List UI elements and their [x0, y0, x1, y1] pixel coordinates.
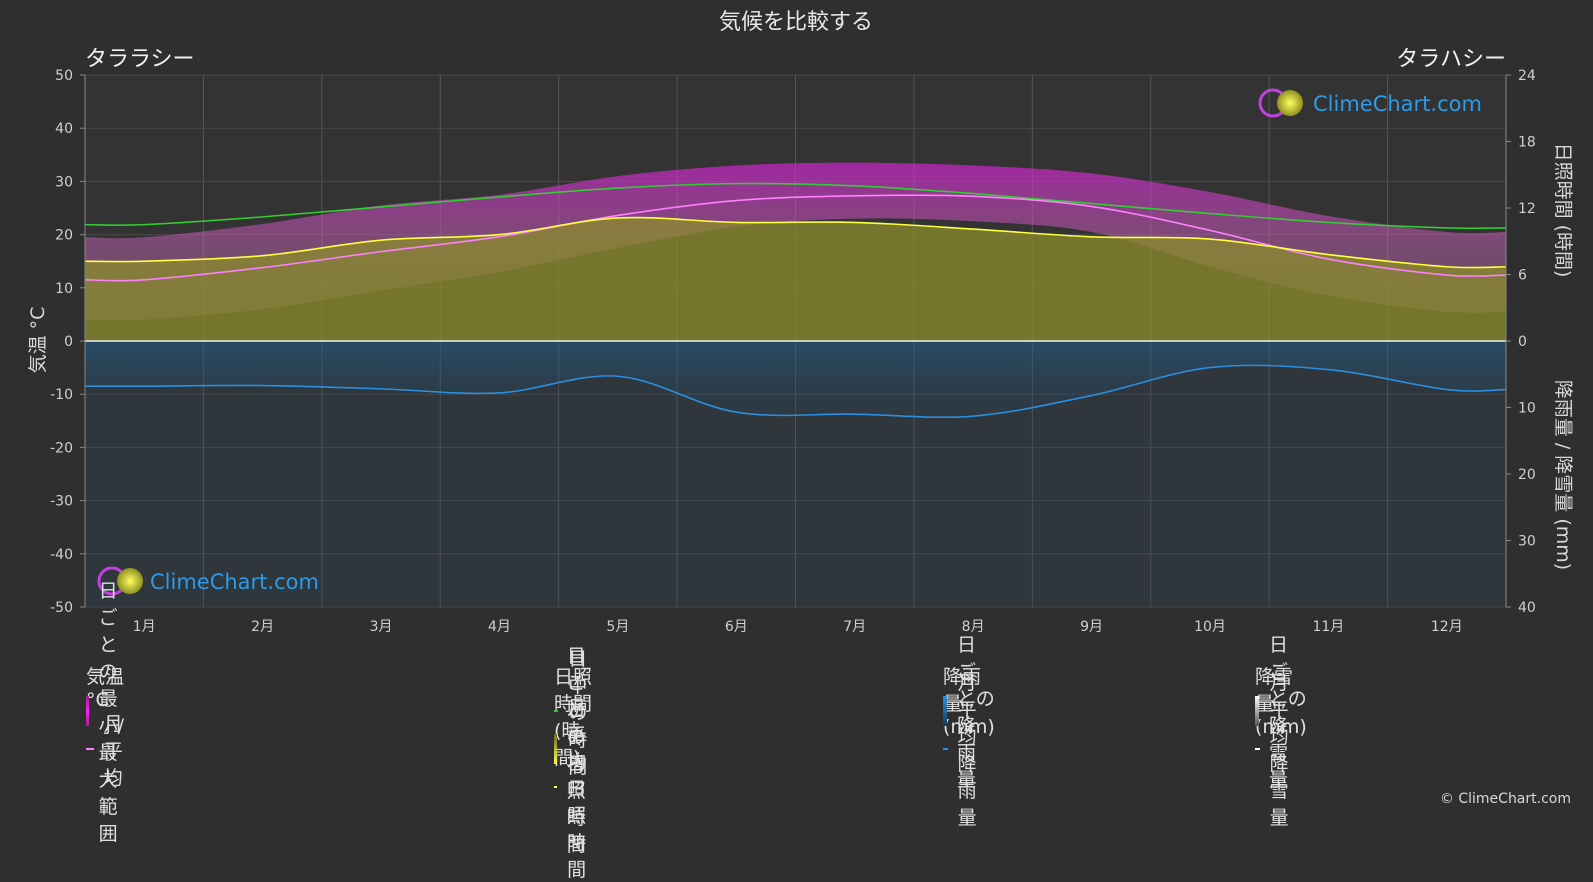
sunshine-avg-swatch-icon [554, 786, 558, 788]
temp-range-swatch-icon [86, 696, 89, 726]
legend-title: 気温 °C [86, 666, 125, 711]
month-tick-label: 12月 [1431, 619, 1463, 635]
sunshine-daily-area [85, 217, 1506, 341]
legend-group-rain: 降雨量 (mm) 日ごとの降雨量 月平均降雨量 [943, 634, 995, 829]
right-bottom-tick-label: 10 [1518, 401, 1536, 417]
legend-item-rain-avg: 月平均降雨量 [943, 672, 995, 829]
rain-swatch-icon [943, 696, 947, 726]
daylight-line [84, 182, 1507, 230]
month-tick-label: 3月 [370, 619, 393, 635]
month-tick-label: 4月 [488, 619, 511, 635]
month-tick-label: 5月 [606, 619, 629, 635]
legend-group-snow: 降雪量 (mm) 日ごとの降雪量 月平均降雪量 [1255, 634, 1307, 829]
logo-sun-icon [117, 568, 143, 594]
right-top-tick-label: 24 [1518, 68, 1536, 84]
chart-title: 気候を比較する [719, 10, 873, 35]
right-top-axis-label: 日照時間 (時間) [1552, 143, 1574, 278]
snow-avg-swatch-icon [1255, 748, 1260, 750]
left-tick-label: -20 [50, 440, 73, 456]
right-top-tick-label: 6 [1518, 268, 1527, 284]
axes: 50 40 30 20 10 0 -10 -20 -30 -40 -50 24 18 12 6 0 10 20 30… [50, 68, 1536, 635]
rain-daily-area [85, 341, 1506, 418]
right-bottom-tick-label: 30 [1518, 534, 1536, 550]
legend-label: 月平均降雪量 [1269, 672, 1289, 829]
left-axis-label: 気温 °C [27, 307, 49, 374]
location-right: タラハシー [1396, 47, 1506, 72]
legend-item-temp-avg: 月平均 [86, 713, 135, 789]
logo-bottom[interactable]: ClimeChart.com [97, 566, 319, 596]
logo-text: ClimeChart.com [150, 570, 319, 594]
left-tick-label: 40 [55, 121, 73, 137]
daylight-swatch-icon [554, 710, 559, 712]
legend-group-temperature: 気温 °C 日ごとの最小/最大範囲 月平均 [86, 580, 135, 845]
temp-avg-line [84, 194, 1507, 282]
snow-swatch-icon [1255, 696, 1259, 726]
left-tick-label: 0 [64, 334, 73, 350]
rain-avg-line [84, 364, 1507, 419]
month-tick-label: 10月 [1194, 619, 1226, 635]
legend-label: 日中の時間 [568, 647, 588, 778]
month-tick-label: 6月 [725, 619, 748, 635]
right-top-tick-label: 12 [1518, 201, 1536, 217]
sunshine-avg-line [84, 216, 1507, 269]
legend-item-daylight: 日中の時間 [554, 648, 597, 778]
left-tick-label: -40 [50, 547, 73, 563]
legend-label: 月平均 [103, 712, 123, 789]
temp-avg-swatch-icon [86, 748, 94, 750]
sunshine-swatch-icon [554, 734, 557, 764]
month-tick-label: 1月 [133, 619, 156, 635]
month-tick-label: 2月 [251, 619, 274, 635]
legend-label: 月平均日照時間 [567, 696, 587, 881]
legend-label: 月平均降雨量 [957, 672, 977, 829]
left-tick-label: 30 [55, 174, 73, 190]
right-top-tick-label: 18 [1518, 135, 1536, 151]
legend-title: 降雨量 (mm) [943, 666, 995, 738]
month-tick-label: 7月 [843, 619, 866, 635]
climate-chart: 気候を比較する タララシー タラハシー 50 40 30 20 10 0 -10 -20 -30… [27, 10, 1574, 635]
logo-text: ClimeChart.com [1313, 92, 1482, 116]
legend-title: 日照時間 (時間) [554, 666, 593, 769]
left-tick-label: 20 [55, 228, 73, 244]
right-top-tick-label: 0 [1518, 334, 1527, 350]
month-tick-label: 9月 [1080, 619, 1103, 635]
legend-item-snow-avg: 月平均降雪量 [1255, 672, 1307, 829]
legend-item-sunshine-avg: 月平均日照時間 [554, 697, 597, 881]
logo-sun-icon [1277, 90, 1303, 116]
logo-top[interactable]: ClimeChart.com [1258, 88, 1482, 118]
legend-label: 日ごとの降雪量 [1268, 634, 1307, 791]
month-tick-label: 11月 [1312, 619, 1344, 635]
legend-label: 日ごとの降雨量 [956, 634, 995, 791]
legend-item-snow-daily: 日ごとの降雪量 [1255, 634, 1307, 791]
rain-avg-swatch-icon [943, 748, 948, 750]
left-tick-label: -50 [50, 600, 73, 616]
left-tick-label: 10 [55, 281, 73, 297]
chart-marks [84, 162, 1507, 607]
location-left: タララシー [85, 47, 195, 72]
right-bottom-tick-label: 20 [1518, 467, 1536, 483]
legend-group-sunshine: 日照時間 (時間) 日中の時間 日ごとの日照時間 月平均日照時間 [554, 645, 597, 881]
month-tick-label: 8月 [962, 619, 985, 635]
left-tick-label: -10 [50, 387, 73, 403]
copyright: © ClimeChart.com [1439, 791, 1571, 807]
left-tick-label: -30 [50, 494, 73, 510]
legend-item-rain-daily: 日ごとの降雨量 [943, 634, 995, 791]
left-tick-label: 50 [55, 68, 73, 84]
right-bottom-axis-label: 降雨量 / 降雪量 (mm) [1552, 380, 1574, 570]
rain-background-area [85, 341, 1506, 607]
right-bottom-tick-label: 40 [1518, 600, 1536, 616]
legend-title: 降雪量 (mm) [1255, 666, 1307, 738]
